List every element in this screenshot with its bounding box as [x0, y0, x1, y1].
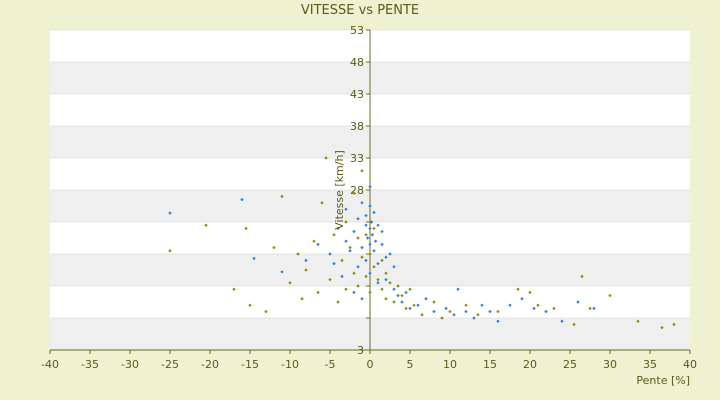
y-tick-label: 33 — [350, 152, 364, 165]
data-point-series-2 — [660, 325, 664, 330]
x-tick-label: 35 — [643, 358, 657, 371]
data-point-series-2 — [608, 293, 612, 298]
x-tick-label: -40 — [41, 358, 59, 371]
data-point-series-2 — [636, 319, 640, 323]
data-point-series-2 — [232, 287, 236, 291]
y-tick-label: 53 — [350, 24, 364, 37]
x-tick-label: 20 — [523, 358, 537, 371]
x-tick-label: 10 — [443, 358, 457, 371]
data-point-series-1 — [168, 211, 172, 215]
x-tick-label: -30 — [121, 358, 139, 371]
data-point-series-2 — [248, 303, 252, 307]
data-point-series-1 — [252, 256, 256, 261]
y-tick-label: 28 — [350, 184, 364, 197]
y-tick-label: 38 — [350, 120, 364, 133]
data-point-series-2 — [516, 287, 520, 291]
x-tick-label: -5 — [325, 358, 336, 371]
x-axis-label: Pente [%] — [636, 374, 690, 387]
x-tick-label: -10 — [281, 358, 299, 371]
x-tick-label: -35 — [81, 358, 99, 371]
data-point-series-2 — [244, 226, 248, 231]
y-tick-label: 48 — [350, 56, 364, 69]
x-tick-label: 15 — [483, 358, 497, 371]
y-tick-label: 3 — [357, 344, 364, 357]
y-tick-label: 43 — [350, 88, 364, 101]
x-tick-label: 40 — [683, 358, 697, 371]
data-point-series-2 — [204, 223, 208, 227]
x-tick-label: 30 — [603, 358, 617, 371]
chart-title: VITESSE vs PENTE — [301, 3, 419, 18]
x-tick-label: 25 — [563, 358, 577, 371]
plot-area: -40 -35 -30 -25 -20 -15 -10 -5 0 5 10 15 20 25 30 35 40 3… — [41, 24, 697, 371]
data-point-series-2 — [536, 303, 540, 307]
data-point-series-1 — [576, 300, 580, 304]
data-point-series-1 — [560, 319, 564, 323]
x-tick-label: -25 — [161, 358, 179, 371]
x-tick-label: -15 — [241, 358, 259, 371]
x-tick-label: 5 — [407, 358, 414, 371]
data-point-series-1 — [370, 233, 375, 237]
y-axis-label: Vitesse [km/h] — [333, 150, 346, 230]
data-point-series-2 — [168, 249, 172, 253]
data-point-series-1 — [544, 309, 548, 314]
x-tick-label: -20 — [201, 358, 219, 371]
x-tick-label: 0 — [367, 358, 374, 371]
